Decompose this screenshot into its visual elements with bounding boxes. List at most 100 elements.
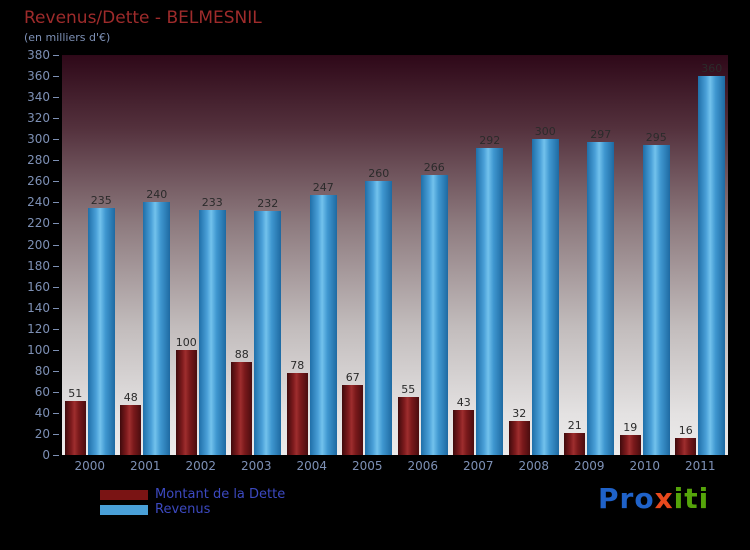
bar-wrap: 19 [619, 421, 641, 455]
bar-value-label: 78 [290, 358, 305, 372]
y-tick-label: 120 [27, 321, 59, 336]
chart-title: Revenus/Dette - BELMESNIL [24, 8, 262, 28]
y-axis: 0 20 40 60 80 100 120 140 160 180 200 220 240 260 280 3… [0, 49, 62, 461]
bar-wrap: 67 [342, 370, 364, 455]
bar-wrap: 48 [120, 390, 142, 455]
revenus-bar [309, 195, 337, 455]
dette-bar [120, 404, 142, 455]
x-axis-label: 2011 [684, 459, 716, 473]
bar-value-label: 233 [201, 195, 223, 209]
bar-value-label: 260 [368, 167, 390, 181]
bar-wrap: 16 [675, 424, 697, 455]
bar-value-label: 292 [479, 133, 501, 147]
revenus-bar [587, 142, 615, 455]
dette-bar [675, 438, 697, 455]
x-axis-label: 2006 [407, 459, 439, 473]
y-tick-label: 40 [34, 405, 60, 420]
logo-segment: x [654, 482, 674, 515]
y-tick-label: 200 [27, 237, 59, 252]
bar-group: 21 297 [562, 128, 618, 455]
dette-bar [453, 409, 475, 455]
dette-bar [231, 362, 253, 455]
bar-wrap: 266 [420, 161, 448, 455]
bar-value-label: 88 [234, 348, 249, 362]
bar-value-label: 51 [68, 387, 83, 401]
dette-legend-swatch [100, 489, 148, 500]
bar-wrap: 233 [198, 195, 226, 455]
bar-wrap: 297 [587, 128, 615, 455]
dette-bar [397, 397, 419, 455]
revenus-bar [365, 181, 393, 455]
bar-group: 16 360 [673, 62, 729, 455]
plot-area: 51 235 48 240 100 233 88 232 78 247 67 260 55 266 43 29… [62, 55, 728, 455]
bar-wrap: 295 [642, 131, 670, 455]
y-tick-label: 20 [34, 426, 60, 441]
revenus-bar [198, 209, 226, 455]
x-axis: 2000 2001 2002 2003 2004 2005 2006 2007 2008 2009… [62, 459, 728, 473]
bar-group: 55 266 [395, 161, 451, 455]
y-tick-label: 0 [42, 448, 59, 462]
bar-value-label: 360 [701, 62, 723, 76]
y-tick-label: 160 [27, 279, 59, 294]
bar-value-label: 55 [401, 383, 416, 397]
revenus-bar [420, 175, 448, 455]
y-tick-label: 300 [27, 132, 59, 147]
bar-group: 32 300 [506, 125, 562, 455]
bar-group: 51 235 [62, 194, 118, 455]
y-tick-label: 220 [27, 216, 59, 231]
logo-segment: iti [673, 482, 710, 515]
bar-value-label: 67 [345, 370, 360, 384]
x-axis-label: 2010 [629, 459, 661, 473]
dette-bar [508, 421, 530, 455]
bar-value-label: 43 [456, 395, 471, 409]
revenus-bar [87, 207, 115, 455]
y-tick-label: 100 [27, 342, 59, 357]
dette-bar [175, 349, 197, 455]
bar-wrap: 292 [476, 133, 504, 455]
bar-value-label: 48 [123, 390, 138, 404]
bar-group: 88 232 [229, 197, 285, 455]
proxiti-logo[interactable]: Proxiti [598, 482, 709, 515]
bar-group: 78 247 [284, 181, 340, 455]
revenus-legend-label: Revenus [155, 502, 211, 517]
bar-wrap: 240 [143, 188, 171, 455]
revenus-bar [698, 76, 726, 455]
bar-wrap: 32 [508, 407, 530, 455]
dette-legend-label: Montant de la Dette [155, 487, 286, 502]
bar-wrap: 21 [564, 419, 586, 455]
y-tick-label: 60 [34, 384, 60, 399]
legend: Montant de la Dette Revenus [100, 487, 285, 517]
y-tick-label: 380 [27, 48, 59, 62]
dette-bar [342, 384, 364, 455]
chart-subtitle: (en milliers d'€) [24, 31, 111, 44]
x-axis-label: 2009 [573, 459, 605, 473]
x-axis-label: 2002 [185, 459, 217, 473]
legend-item-revenus: Revenus [100, 502, 285, 517]
y-tick-label: 320 [27, 111, 59, 126]
logo-segment: Pro [598, 482, 655, 515]
revenus-bar [642, 144, 670, 455]
bar-wrap: 78 [286, 358, 308, 455]
bar-wrap: 51 [64, 387, 86, 455]
bar-wrap: 360 [698, 62, 726, 455]
y-tick-label: 140 [27, 300, 59, 315]
revenus-bar [254, 210, 282, 455]
x-axis-label: 2005 [351, 459, 383, 473]
bar-wrap: 100 [175, 336, 197, 455]
revenus-bar [531, 139, 559, 455]
dette-bar [564, 432, 586, 455]
y-tick-label: 360 [27, 69, 59, 84]
bar-value-label: 240 [146, 188, 168, 202]
bar-value-label: 300 [534, 125, 556, 139]
bar-group: 19 295 [617, 131, 673, 455]
y-tick-label: 280 [27, 153, 59, 168]
bar-group: 48 240 [118, 188, 174, 455]
x-axis-label: 2000 [74, 459, 106, 473]
y-tick-label: 240 [27, 195, 59, 210]
bar-value-label: 297 [590, 128, 612, 142]
bar-group: 43 292 [451, 134, 507, 455]
y-tick-label: 80 [34, 363, 60, 378]
bar-group: 67 260 [340, 167, 396, 455]
bar-wrap: 235 [87, 194, 115, 455]
revenus-bar [143, 202, 171, 455]
